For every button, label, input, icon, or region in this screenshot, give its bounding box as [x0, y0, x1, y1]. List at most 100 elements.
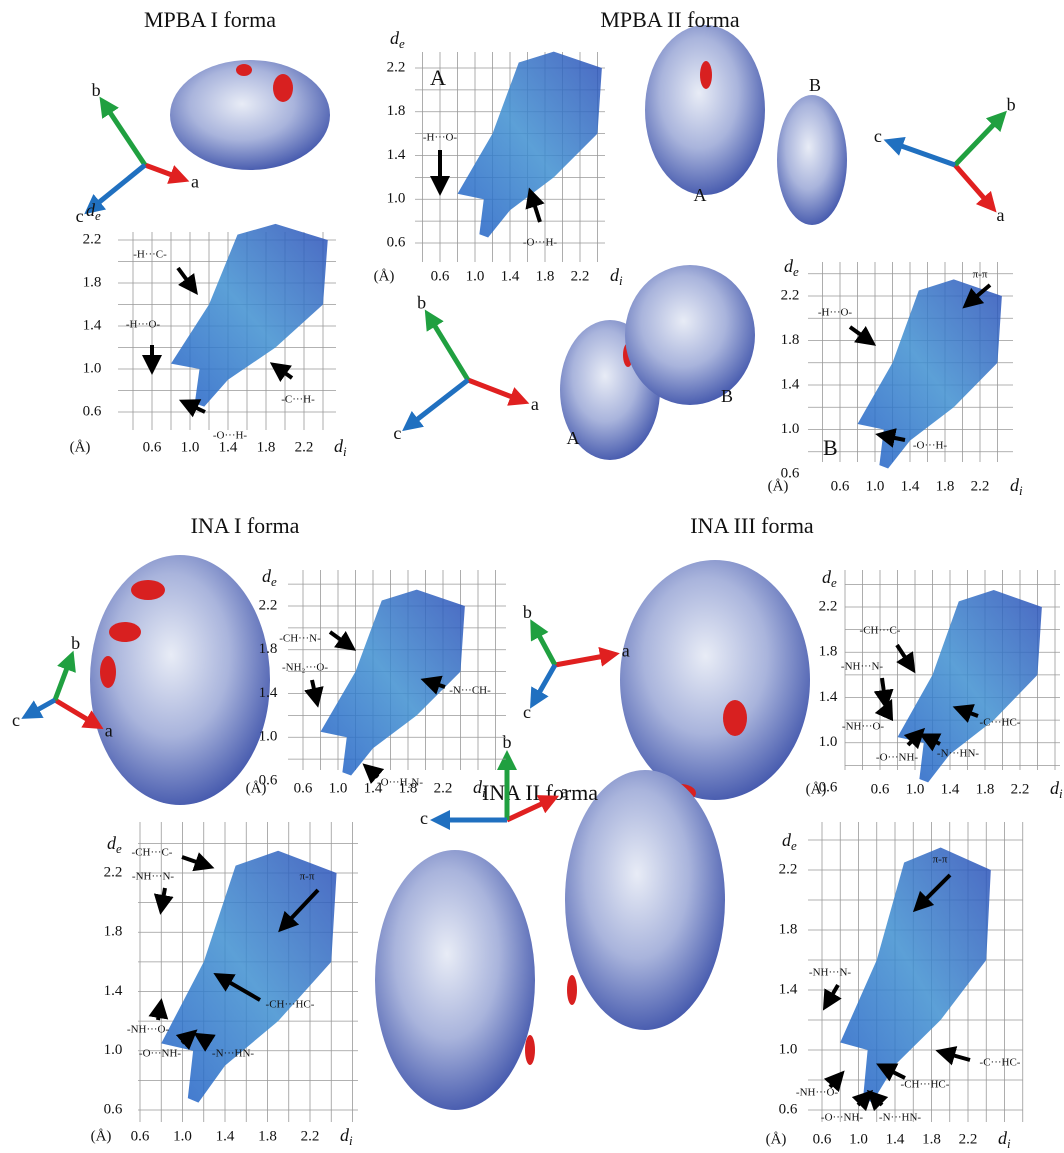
- y-tick-label: 1.0: [104, 1042, 123, 1058]
- hirshfeld-surface: [375, 850, 535, 1110]
- x-tick-label: 1.0: [329, 780, 348, 796]
- y-tick-label: 1.8: [779, 921, 798, 937]
- y-tick-label: 1.0: [83, 360, 102, 376]
- y-tick-label: 2.2: [819, 598, 838, 614]
- crystal-axis: [555, 655, 610, 665]
- y-tick-label: 1.8: [104, 924, 123, 940]
- annotation: -NH···O-: [127, 1024, 169, 1036]
- y-tick-label: 2.2: [779, 861, 798, 877]
- fingerprint-plot: 2.21.81.41.00.60.61.01.41.82.2(Å)dedi-NH…: [766, 822, 1023, 1151]
- x-axis-label: di: [998, 1128, 1011, 1151]
- annotation: -H···O-: [126, 319, 161, 331]
- x-tick-label: 2.2: [295, 439, 314, 455]
- annotation: -CH···C-: [860, 625, 901, 637]
- x-tick-label: 1.8: [258, 1128, 277, 1144]
- annotation: -N···HN-: [212, 1048, 254, 1060]
- hirshfeld-surface: [625, 265, 755, 405]
- annotation: -O···H-: [913, 440, 948, 452]
- annotation: -CH···N-: [279, 633, 321, 645]
- panel-title: INA II forma: [482, 780, 598, 805]
- red-spot: [567, 975, 577, 1005]
- crystal-axis: [55, 700, 95, 724]
- annotation: -NH···O-: [796, 1087, 838, 1099]
- crystal-axis: [55, 660, 70, 700]
- panel-title: INA I forma: [191, 513, 300, 538]
- y-tick-label: 1.8: [819, 644, 838, 660]
- annotation: -C···HC-: [980, 717, 1021, 729]
- x-tick-label: 2.2: [971, 478, 990, 494]
- unit-label: (Å): [766, 1131, 787, 1147]
- axis-name: c: [12, 710, 20, 730]
- surface-label: A: [567, 428, 580, 448]
- annotation: π-π: [973, 269, 988, 281]
- subscript: e: [399, 36, 405, 51]
- y-tick-label: 1.4: [104, 983, 123, 999]
- annotation: -C···H-: [281, 394, 315, 406]
- arrow: [330, 632, 348, 645]
- subscript: i: [343, 444, 347, 459]
- x-axis-label: di: [1050, 778, 1063, 801]
- x-tick-label: 0.6: [131, 1128, 150, 1144]
- x-tick-label: 1.0: [466, 268, 485, 284]
- panel-title: INA III forma: [690, 513, 814, 538]
- y-tick-label: 1.8: [387, 103, 406, 119]
- y-tick-label: 1.0: [781, 421, 800, 437]
- crystal-axis: [893, 143, 955, 165]
- annotation: -N···CH-: [449, 685, 491, 697]
- x-axis-label: di: [610, 265, 623, 288]
- subscript: i: [349, 1133, 353, 1148]
- x-tick-label: 1.4: [941, 781, 960, 797]
- fingerprint-plot: 2.21.81.41.00.60.61.01.41.82.2(Å)dediA-H…: [374, 28, 623, 288]
- hirshfeld-surface: [170, 60, 330, 170]
- annotation: -CH···HC-: [901, 1079, 950, 1091]
- y-tick-label: 1.8: [781, 332, 800, 348]
- unit-label: (Å): [374, 268, 395, 284]
- subscript: e: [95, 208, 101, 223]
- axis-name: c: [420, 808, 428, 828]
- arrow: [158, 1008, 160, 1020]
- axis-name: b: [92, 80, 101, 100]
- annotation: -NH···N-: [809, 967, 851, 979]
- crystal-axis: [105, 105, 145, 165]
- axis-name: c: [76, 206, 84, 226]
- annotation: -O···H-: [523, 237, 558, 249]
- surface-label: A: [694, 185, 707, 205]
- x-tick-label: 1.8: [936, 478, 955, 494]
- subscript: i: [1059, 786, 1063, 801]
- arrow: [945, 1053, 970, 1060]
- annotation: -H···O-: [818, 307, 853, 319]
- hirshfeld-surface: [90, 555, 270, 805]
- subscript: e: [116, 841, 122, 856]
- y-axis-label: de: [107, 833, 122, 856]
- y-tick-label: 1.4: [781, 376, 800, 392]
- crystal-axis: [30, 700, 55, 714]
- hirshfeld-surface: [645, 25, 765, 195]
- subscript: i: [1007, 1136, 1011, 1151]
- y-tick-label: 1.4: [779, 981, 798, 997]
- x-tick-label: 0.6: [294, 780, 313, 796]
- y-axis-label: de: [390, 28, 405, 51]
- hirshfeld-surface: [565, 770, 725, 1030]
- crystal-axis: [410, 380, 468, 425]
- x-tick-label: 1.8: [922, 1131, 941, 1147]
- axis-name: c: [874, 126, 882, 146]
- axis-name: b: [417, 292, 426, 312]
- subscript: e: [793, 264, 799, 279]
- y-tick-label: 1.8: [259, 641, 278, 657]
- annotation: -O···NH-: [139, 1048, 181, 1060]
- y-axis-label: de: [784, 256, 799, 279]
- x-tick-label: 1.0: [906, 781, 925, 797]
- y-tick-label: 1.0: [819, 734, 838, 750]
- y-axis-label: de: [822, 567, 837, 590]
- crystal-axis: [955, 165, 990, 205]
- y-axis-label: de: [782, 830, 797, 853]
- x-tick-label: 1.8: [976, 781, 995, 797]
- annotation: -H···C-: [133, 249, 167, 261]
- annotation: -O···NH-: [821, 1112, 863, 1124]
- x-axis-label: di: [340, 1125, 353, 1148]
- y-tick-label: 1.4: [387, 147, 406, 163]
- y-tick-label: 0.6: [387, 234, 406, 250]
- y-tick-label: 2.2: [387, 59, 406, 75]
- red-spot: [700, 61, 712, 89]
- fingerprint-plot: 2.21.81.41.00.60.61.01.41.82.2(Å)dedi-H·…: [70, 200, 347, 459]
